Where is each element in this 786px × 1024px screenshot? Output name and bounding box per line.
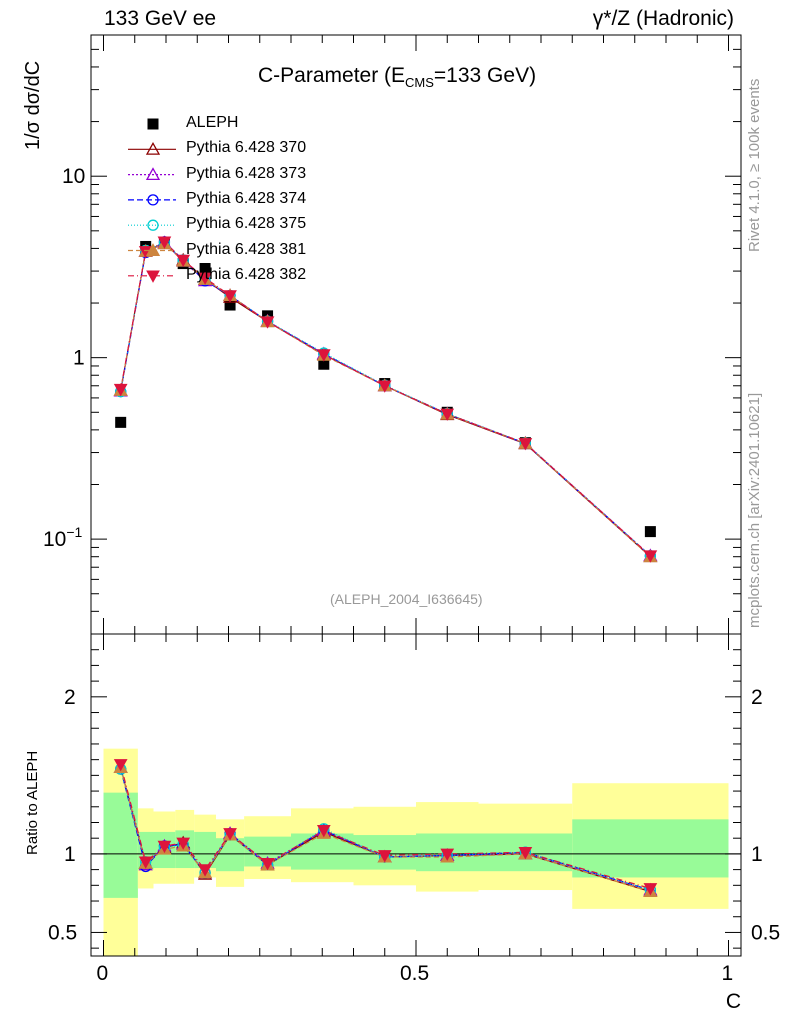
series-line	[120, 241, 651, 557]
main-y-tick-label-exp: 10−1	[43, 524, 83, 551]
series-point	[440, 408, 455, 421]
process-label: γ*/Z (Hadronic)	[592, 7, 734, 30]
ratio-series-line	[120, 768, 651, 891]
main-series-group	[113, 235, 658, 563]
series-line	[120, 242, 651, 557]
ratio-series-point	[198, 864, 212, 877]
ratio-y-axis-label: Ratio to ALEPH	[24, 750, 41, 855]
ratio-plot-frame: 0 0.5 1 2 2 1 1 0.5 0.5	[48, 633, 780, 985]
series-point	[316, 349, 331, 362]
plot-title-main: C-Parameter (E	[258, 64, 406, 87]
main-y-axis-label: 1/σ dσ/dC	[22, 60, 44, 150]
legend-marker	[145, 167, 161, 181]
ratio-series-point	[377, 850, 392, 863]
legend-markers	[128, 118, 176, 283]
aleph-data-point	[644, 526, 656, 538]
legend-entry: ALEPH	[186, 114, 239, 131]
plot-title-sub: CMS	[405, 75, 434, 91]
series-point	[157, 236, 172, 249]
series-point	[113, 383, 128, 397]
series-line	[120, 242, 651, 558]
x-tick-label: 0	[97, 962, 109, 985]
legend-entry: Pythia 6.428 374	[186, 189, 307, 207]
ratio-series-point	[260, 858, 275, 871]
main-y-tick-exponent: −1	[66, 524, 82, 540]
main-y-tick-label: 1	[73, 347, 85, 370]
series-line	[120, 242, 651, 558]
ratio-series-point	[316, 825, 331, 838]
ratio-series-group	[113, 759, 658, 898]
legend-entry: Pythia 6.428 381	[186, 240, 307, 258]
ratio-series-point	[157, 840, 172, 854]
series-point	[260, 316, 275, 329]
ratio-series-point	[440, 848, 455, 861]
ratio-y-tick-label-right: 1	[751, 843, 763, 866]
ratio-series-point	[176, 837, 191, 850]
aleph-data-point	[224, 299, 236, 311]
legend-entry: Pythia 6.428 382	[186, 265, 307, 283]
x-tick-label: 1	[722, 962, 734, 985]
series-point	[377, 380, 392, 393]
aleph-data-point	[318, 358, 330, 370]
ratio-series-line	[120, 767, 651, 893]
plot-title: C-Parameter (ECMS=133 GeV)	[258, 64, 536, 90]
mcplots-credit-label: mcplots.cern.ch [arXiv:2401.10621]	[746, 392, 763, 628]
legend-marker	[147, 194, 159, 206]
series-line	[120, 241, 651, 557]
inner-band-bin	[216, 838, 245, 872]
energy-label: 133 GeV ee	[104, 7, 217, 30]
inner-band-bin	[194, 831, 216, 869]
ratio-series-point	[138, 856, 153, 869]
ratio-series-point	[113, 759, 128, 772]
series-line	[120, 241, 651, 557]
ratio-y-tick-label: 1	[64, 843, 76, 866]
inner-band-bin	[103, 792, 138, 898]
series-point	[223, 290, 237, 303]
series-point	[176, 254, 191, 268]
x-tick-label: 0.5	[400, 962, 429, 985]
legend-marker	[147, 219, 159, 231]
x-axis-label: C	[725, 990, 741, 1013]
ratio-y-tick-label-right: 2	[751, 686, 763, 709]
legend-entry: Pythia 6.428 373	[186, 164, 307, 182]
ratio-series-line	[120, 767, 651, 891]
series-point	[518, 438, 533, 451]
ratio-series-line	[120, 768, 651, 891]
series-point	[643, 550, 658, 563]
plot-title-end: =133 GeV)	[433, 64, 537, 87]
inner-band-bin	[572, 819, 729, 878]
legend-marker	[147, 118, 159, 130]
ratio-error-bands	[103, 748, 729, 956]
aleph-data-point	[115, 416, 127, 428]
legend-entry: Pythia 6.428 370	[186, 139, 307, 157]
ratio-series-point	[518, 847, 533, 860]
rivet-version-label: Rivet 4.1.0, ≥ 100k events	[746, 78, 763, 252]
legend-entry: Pythia 6.428 375	[186, 215, 307, 233]
analysis-tag: (ALEPH_2004_I636645)	[330, 591, 483, 607]
legend-marker	[146, 270, 160, 283]
legend-marker	[145, 243, 161, 256]
ratio-y-tick-label: 2	[64, 686, 76, 709]
ratio-series-point	[643, 883, 658, 896]
ratio-y-tick-label: 0.5	[48, 921, 77, 944]
ratio-y-tick-label-right: 0.5	[751, 921, 780, 944]
main-y-tick-label: 10	[62, 165, 85, 188]
legend-marker	[145, 141, 161, 155]
ratio-series-point	[223, 828, 237, 841]
series-point	[198, 272, 212, 285]
aleph-data-point	[199, 262, 211, 274]
